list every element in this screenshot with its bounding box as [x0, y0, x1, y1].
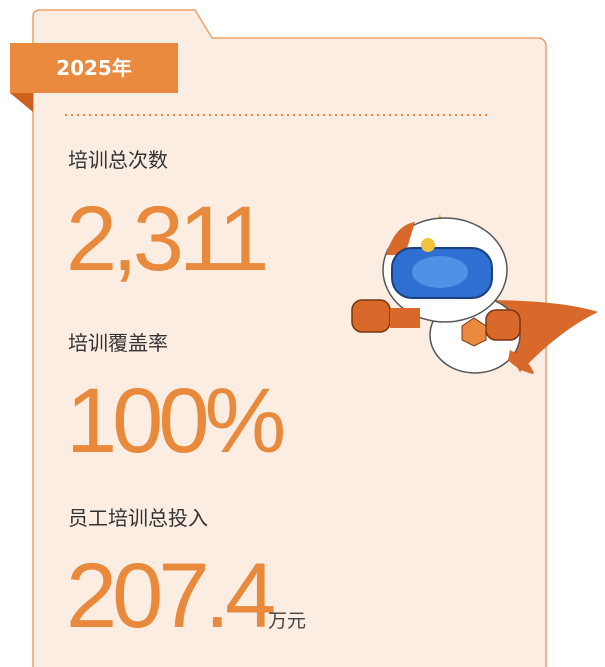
metric-value: 2,311	[66, 188, 265, 290]
metric-label: 培训覆盖率	[68, 331, 168, 355]
metric-label: 培训总次数	[68, 148, 168, 172]
tab-fold	[10, 93, 33, 112]
infographic: 2025年 培训总次数 2,311 培训覆盖率 100% 员工培训总投入 207…	[0, 0, 605, 667]
metric-value: 207.4	[66, 545, 274, 647]
metric-unit: 万元	[268, 610, 306, 632]
metric-label: 员工培训总投入	[68, 506, 208, 530]
metric-value: 100%	[66, 370, 283, 472]
tab-label: 2025年	[56, 56, 132, 80]
